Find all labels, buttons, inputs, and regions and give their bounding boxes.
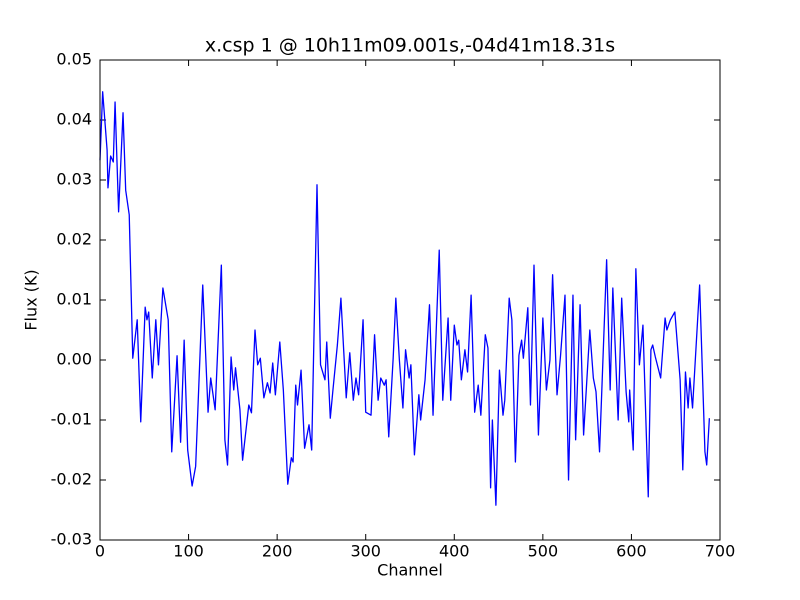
chart-title: x.csp 1 @ 10h11m09.001s,-04d41m18.31s bbox=[205, 35, 615, 57]
x-tick-label: 100 bbox=[173, 542, 204, 561]
y-tick-label: 0.05 bbox=[56, 50, 92, 69]
x-tick-label: 500 bbox=[528, 542, 559, 561]
y-tick-label: 0.02 bbox=[56, 230, 92, 249]
x-axis-label: Channel bbox=[377, 561, 443, 580]
y-tick-label: 0.04 bbox=[56, 110, 92, 129]
x-tick-label: 700 bbox=[705, 542, 736, 561]
x-tick-label: 200 bbox=[262, 542, 293, 561]
y-tick-label: 0.00 bbox=[56, 350, 92, 369]
y-tick-label: 0.03 bbox=[56, 170, 92, 189]
y-tick-label: 0.01 bbox=[56, 290, 92, 309]
y-tick-label: -0.01 bbox=[51, 410, 92, 429]
y-tick-label: -0.03 bbox=[51, 530, 92, 549]
data-line bbox=[99, 91, 711, 506]
x-tick-label: 600 bbox=[616, 542, 647, 561]
y-tick-label: -0.02 bbox=[51, 470, 92, 489]
y-axis-label: Flux (K) bbox=[22, 269, 41, 330]
x-tick-label: 0 bbox=[95, 542, 105, 561]
x-tick-label: 400 bbox=[439, 542, 470, 561]
x-tick-label: 300 bbox=[350, 542, 381, 561]
plot-frame bbox=[99, 59, 721, 541]
